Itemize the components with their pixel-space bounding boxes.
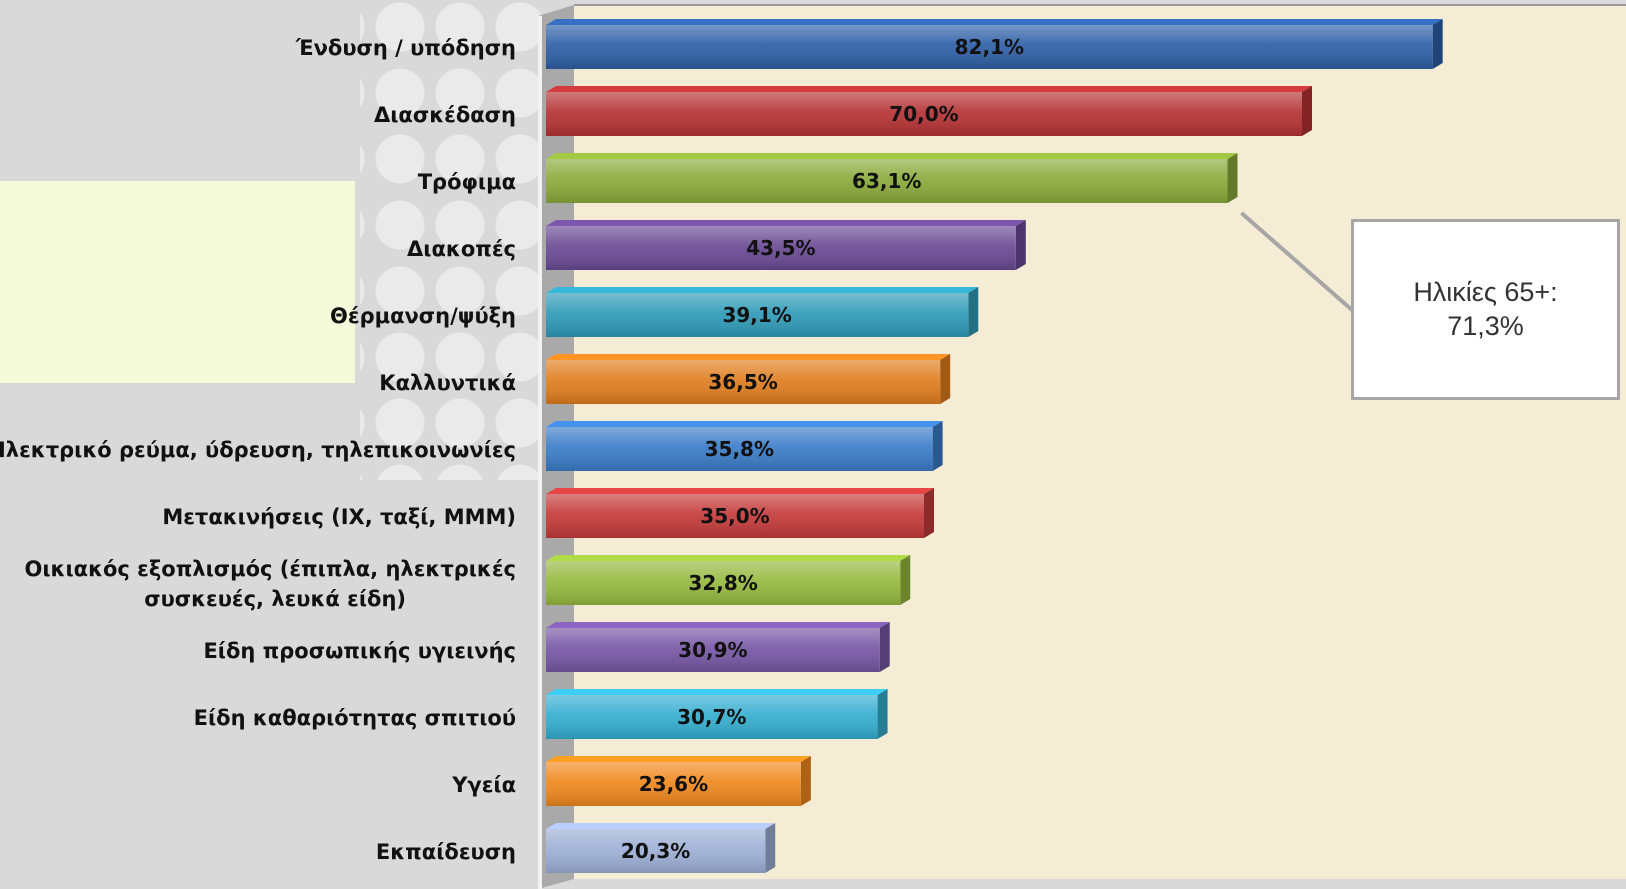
value-label-13: 20,3% [621,839,690,863]
bar-end-face [900,555,911,605]
bar-top-face [546,153,1238,159]
category-label-6: Καλλυντικά [379,371,516,395]
bar-top-face [546,220,1026,226]
value-label-7: 35,8% [705,437,774,461]
bar-8 [546,488,934,538]
bar-7 [546,421,943,471]
category-label-3: Τρόφιμα [418,170,516,194]
bar-highlight [546,360,941,404]
value-label-9: 32,8% [688,571,757,595]
bar-1 [546,19,1443,69]
value-label-5: 39,1% [722,303,791,327]
bar-end-face [877,689,888,739]
value-label-12: 23,6% [639,772,708,796]
value-label-4: 43,5% [746,236,815,260]
bar-10 [546,622,890,672]
bar-highlight [546,628,880,672]
bar-top-face [546,421,943,427]
plot-wall-edge [538,16,542,889]
annotation-line-2: 71,3% [1447,310,1524,341]
bar-top-face [546,86,1312,92]
category-label-13: Εκπαίδευση [376,840,516,864]
bar-end-face [940,354,951,404]
bar-highlight [546,226,1016,270]
bar-end-face [968,287,979,337]
category-label-2: Διασκέδαση [374,103,516,127]
bar-highlight [546,695,878,739]
bar-highlight [546,494,924,538]
bar-top-face [546,622,890,628]
bar-12 [546,756,811,806]
bar-end-face [879,622,890,672]
bar-highlight [546,92,1302,136]
bar-end-face [932,421,943,471]
decorative-panel [0,181,355,383]
category-label-4: Διακοπές [407,237,516,261]
bar-6 [546,354,951,404]
category-label-10: Είδη προσωπικής υγιεινής [203,639,516,663]
bar-highlight [546,762,801,806]
category-label-9: Οικιακός εξοπλισμός (έπιπλα, ηλεκτρικές σ… [25,557,517,611]
category-label-12: Υγεία [451,773,516,797]
bar-top-face [546,689,888,695]
bar-highlight [546,561,901,605]
bar-top-face [546,287,979,293]
bar-top-face [546,19,1443,25]
value-label-10: 30,9% [678,638,747,662]
decorative-dot-pattern [360,0,560,480]
category-label-1: Ένδυση / υπόδηση [295,36,516,60]
bar-end-face [800,756,811,806]
bar-11 [546,689,888,739]
bar-2 [546,86,1312,136]
bar-highlight [546,293,969,337]
category-label-11: Είδη καθαριότητας σπιτιού [194,706,516,730]
bar-end-face [765,823,776,873]
bar-top-face [546,823,776,829]
bar-13 [546,823,776,873]
bar-end-face [1432,19,1443,69]
category-label-8: Μετακινήσεις (ΙΧ, ταξί, ΜΜΜ) [162,505,516,529]
bar-3 [546,153,1238,203]
bar-highlight [546,25,1433,69]
bar-9 [546,555,911,605]
value-label-11: 30,7% [677,705,746,729]
category-label-7: Ηλεκτρικό ρεύμα, ύδρευση, τηλεπικοινωνίε… [0,438,516,462]
value-label-8: 35,0% [700,504,769,528]
bar-top-face [546,555,911,561]
bar-4 [546,220,1026,270]
value-label-6: 36,5% [708,370,777,394]
bar-top-face [546,756,811,762]
bar-end-face [924,488,934,538]
bar-end-face [1227,153,1238,203]
bar-end-face [1302,86,1312,136]
bar-highlight [546,159,1228,203]
bar-top-face [546,488,934,494]
annotation-callout: Ηλικίες 65+: 71,3% [1351,219,1620,400]
value-label-2: 70,0% [889,102,958,126]
value-label-1: 82,1% [955,35,1024,59]
callout-leader-line [1240,211,1354,312]
bar-end-face [1015,220,1026,270]
bar-highlight [546,427,933,471]
annotation-line-1: Ηλικίες 65+: [1413,276,1558,307]
bar-highlight [546,829,766,873]
bar-5 [546,287,979,337]
category-label-5: Θέρμανση/ψύξη [330,304,516,328]
bar-top-face [546,354,951,360]
value-label-3: 63,1% [852,169,921,193]
